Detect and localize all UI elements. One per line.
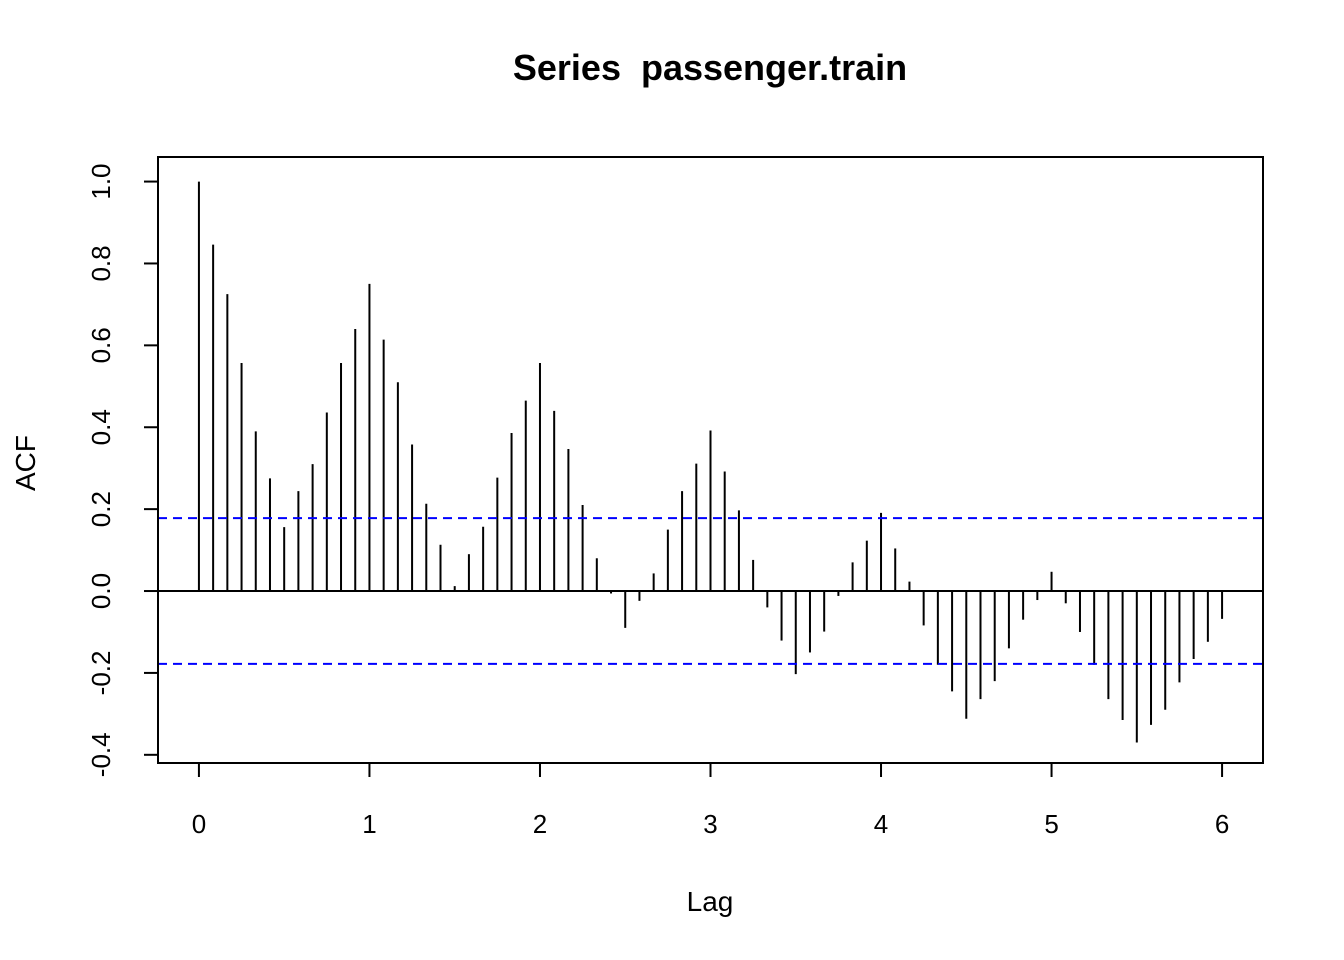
x-tick-label: 0 — [192, 809, 206, 839]
y-tick-label: -0.4 — [86, 732, 116, 777]
x-tick-label: 5 — [1044, 809, 1058, 839]
x-tick-label: 2 — [533, 809, 547, 839]
y-tick-label: -0.2 — [86, 651, 116, 696]
y-axis-label: ACF — [10, 435, 41, 491]
acf-bars — [197, 181, 1224, 743]
x-tick-label: 4 — [874, 809, 888, 839]
y-tick-label: 0.0 — [86, 573, 116, 609]
y-tick-label: 1.0 — [86, 163, 116, 199]
x-tick-label: 6 — [1215, 809, 1229, 839]
x-axis-label: Lag — [687, 886, 734, 917]
x-axis: 0 1 2 3 4 5 6 — [192, 762, 1229, 839]
y-tick-label: 0.2 — [86, 491, 116, 527]
confidence-bounds — [158, 517, 1263, 665]
x-tick-label: 1 — [362, 809, 376, 839]
y-tick-label: 0.8 — [86, 245, 116, 281]
x-tick-label: 3 — [703, 809, 717, 839]
y-tick-label: 0.6 — [86, 327, 116, 363]
y-axis: -0.4 -0.2 0.0 0.2 0.4 0.6 0.8 1.0 — [86, 163, 159, 777]
y-tick-label: 0.4 — [86, 409, 116, 445]
chart-title: Series passenger.train — [513, 47, 907, 88]
